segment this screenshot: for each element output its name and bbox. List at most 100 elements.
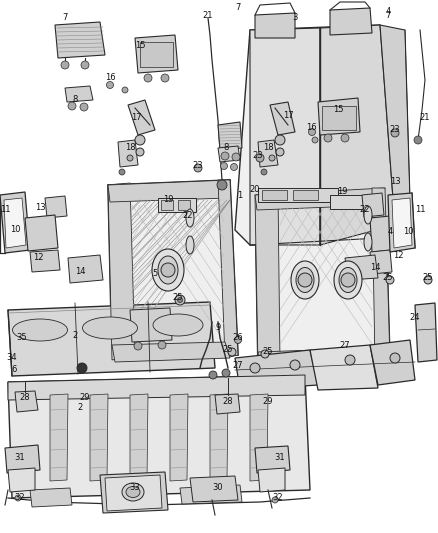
Polygon shape bbox=[218, 122, 242, 150]
Circle shape bbox=[135, 135, 145, 145]
Text: 16: 16 bbox=[105, 74, 115, 83]
Circle shape bbox=[391, 129, 399, 137]
Circle shape bbox=[77, 363, 87, 373]
Circle shape bbox=[232, 153, 240, 161]
Circle shape bbox=[275, 135, 285, 145]
Polygon shape bbox=[108, 180, 238, 360]
Polygon shape bbox=[258, 140, 278, 167]
Ellipse shape bbox=[126, 487, 140, 497]
Text: 13: 13 bbox=[35, 204, 45, 213]
Polygon shape bbox=[130, 308, 172, 342]
Circle shape bbox=[15, 495, 21, 501]
Ellipse shape bbox=[158, 256, 178, 284]
Text: 21: 21 bbox=[420, 114, 430, 123]
Circle shape bbox=[177, 297, 183, 303]
Circle shape bbox=[324, 134, 332, 142]
Polygon shape bbox=[250, 394, 268, 481]
Polygon shape bbox=[330, 8, 372, 35]
Ellipse shape bbox=[291, 261, 319, 299]
Text: 35: 35 bbox=[17, 334, 27, 343]
Circle shape bbox=[217, 180, 227, 190]
Ellipse shape bbox=[122, 483, 144, 501]
Text: 19: 19 bbox=[163, 196, 173, 205]
Polygon shape bbox=[235, 350, 318, 390]
Circle shape bbox=[230, 164, 237, 171]
Polygon shape bbox=[8, 375, 310, 498]
Text: 32: 32 bbox=[15, 494, 25, 503]
Circle shape bbox=[194, 164, 202, 172]
Text: 26: 26 bbox=[233, 334, 244, 343]
Circle shape bbox=[106, 82, 113, 88]
Polygon shape bbox=[8, 468, 35, 492]
Text: 25: 25 bbox=[423, 273, 433, 282]
Polygon shape bbox=[255, 13, 295, 38]
Polygon shape bbox=[30, 488, 72, 507]
Polygon shape bbox=[210, 394, 228, 481]
Text: 2: 2 bbox=[78, 403, 83, 413]
Ellipse shape bbox=[13, 319, 67, 341]
Polygon shape bbox=[255, 446, 290, 473]
Polygon shape bbox=[255, 193, 280, 368]
Polygon shape bbox=[370, 250, 392, 274]
Polygon shape bbox=[100, 472, 168, 513]
Polygon shape bbox=[15, 391, 38, 412]
Text: 25: 25 bbox=[223, 345, 233, 354]
Text: 12: 12 bbox=[393, 251, 403, 260]
Circle shape bbox=[209, 371, 217, 379]
Circle shape bbox=[414, 136, 422, 144]
Circle shape bbox=[175, 295, 185, 305]
Text: 8: 8 bbox=[223, 143, 229, 152]
Text: 13: 13 bbox=[390, 177, 400, 187]
Text: 23: 23 bbox=[193, 160, 203, 169]
Circle shape bbox=[220, 163, 227, 169]
Text: 33: 33 bbox=[130, 483, 140, 492]
Text: 7: 7 bbox=[235, 4, 241, 12]
Text: 17: 17 bbox=[283, 110, 293, 119]
Circle shape bbox=[290, 360, 300, 370]
Polygon shape bbox=[258, 468, 285, 492]
Polygon shape bbox=[170, 394, 188, 481]
Polygon shape bbox=[250, 28, 320, 245]
Text: 22: 22 bbox=[360, 206, 370, 214]
Circle shape bbox=[272, 497, 278, 503]
Circle shape bbox=[158, 341, 166, 349]
Text: 2: 2 bbox=[72, 330, 78, 340]
Polygon shape bbox=[218, 180, 238, 358]
Polygon shape bbox=[135, 35, 178, 73]
Text: 7: 7 bbox=[385, 11, 391, 20]
Text: 22: 22 bbox=[183, 211, 193, 220]
Text: 11: 11 bbox=[415, 206, 425, 214]
Polygon shape bbox=[270, 102, 295, 135]
Ellipse shape bbox=[152, 249, 184, 291]
Text: 7: 7 bbox=[62, 13, 68, 22]
Polygon shape bbox=[55, 22, 105, 58]
Circle shape bbox=[261, 169, 267, 175]
Text: 28: 28 bbox=[20, 393, 30, 402]
Text: 23: 23 bbox=[253, 150, 263, 159]
Bar bbox=[258, 188, 338, 202]
Text: 29: 29 bbox=[263, 398, 273, 407]
Text: 10: 10 bbox=[403, 228, 413, 237]
Text: 31: 31 bbox=[15, 454, 25, 463]
Bar bbox=[140, 42, 173, 67]
Polygon shape bbox=[218, 146, 240, 162]
Bar bbox=[262, 190, 287, 200]
Text: 25: 25 bbox=[263, 348, 273, 357]
Circle shape bbox=[122, 87, 128, 93]
Bar bbox=[330, 195, 365, 209]
Text: 20: 20 bbox=[250, 185, 260, 195]
Ellipse shape bbox=[339, 268, 357, 293]
Polygon shape bbox=[215, 394, 240, 414]
Circle shape bbox=[308, 128, 315, 135]
Polygon shape bbox=[8, 375, 305, 400]
Text: 17: 17 bbox=[131, 114, 141, 123]
Polygon shape bbox=[65, 86, 93, 102]
Polygon shape bbox=[45, 196, 67, 218]
Circle shape bbox=[61, 61, 69, 69]
Polygon shape bbox=[255, 188, 390, 368]
Text: 1: 1 bbox=[237, 190, 243, 199]
Ellipse shape bbox=[82, 317, 138, 339]
Text: 18: 18 bbox=[125, 143, 135, 152]
Circle shape bbox=[345, 355, 355, 365]
Polygon shape bbox=[388, 193, 415, 252]
